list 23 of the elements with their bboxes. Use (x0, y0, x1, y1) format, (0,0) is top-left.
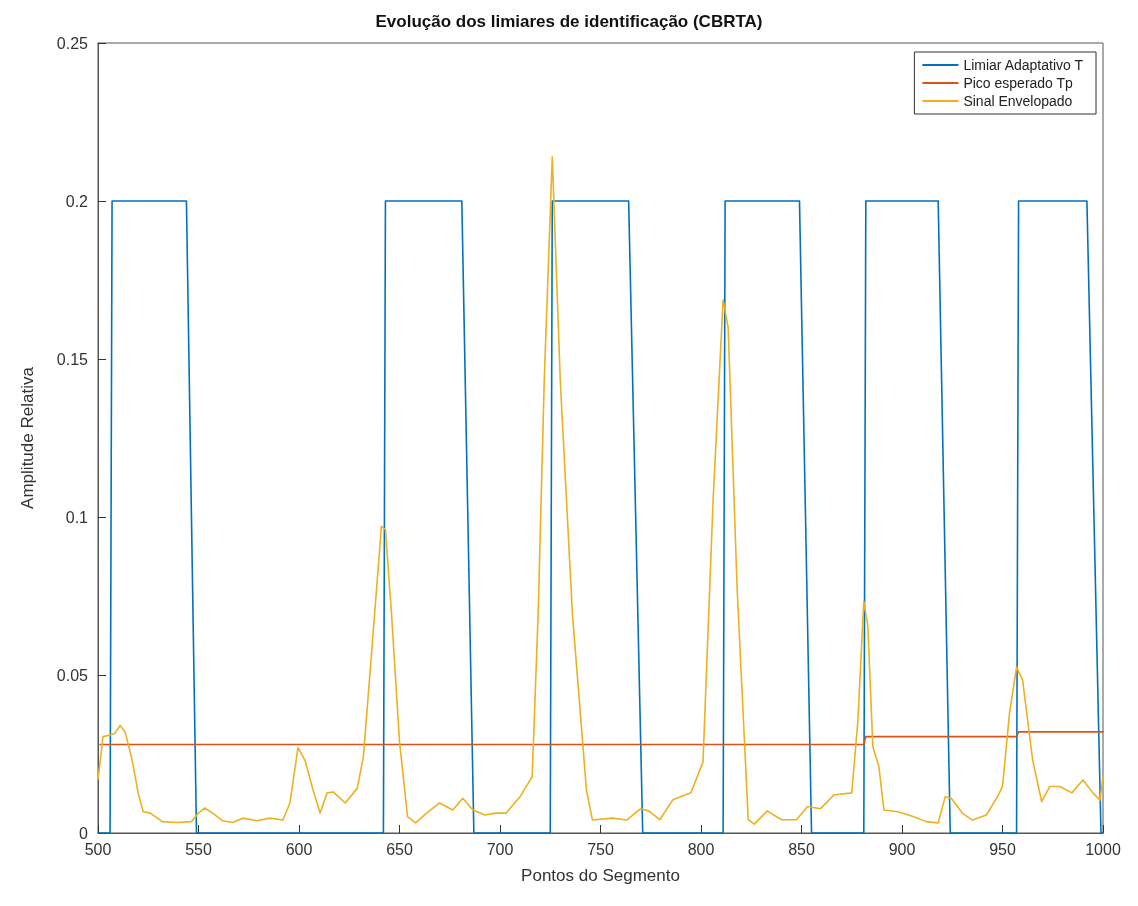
y-tick-label: 0.25 (56, 34, 89, 52)
legend-label: Sinal Envelopado (963, 93, 1073, 109)
x-tick-label: 650 (386, 840, 413, 858)
legend-label: Pico esperado Tp (963, 75, 1074, 91)
x-tick-label: 800 (687, 840, 715, 858)
y-tick-label: 0 (79, 824, 89, 842)
x-axis-title: Pontos do Segmento (521, 866, 680, 885)
y-tick-label: 0.15 (56, 350, 89, 368)
x-tick-label: 700 (486, 840, 514, 858)
y-tick-label: 0.1 (65, 508, 89, 526)
x-tick-label: 950 (989, 840, 1016, 858)
legend-label: Limiar Adaptativo T (963, 57, 1084, 73)
x-tick-label: 850 (788, 840, 815, 858)
x-tick-label: 500 (84, 840, 112, 858)
x-tick-label: 1000 (1085, 840, 1121, 858)
chart-title: Evolução dos limiares de identificação (CBRTA) (375, 12, 763, 31)
y-tick-label: 0.05 (56, 666, 89, 684)
x-tick-label: 600 (285, 840, 313, 858)
y-axis-title: Amplitude Relativa (18, 366, 37, 509)
x-tick-label: 550 (185, 840, 212, 858)
x-tick-label: 900 (888, 840, 916, 858)
y-tick-label: 0.2 (65, 192, 89, 210)
x-tick-label: 750 (587, 840, 614, 858)
